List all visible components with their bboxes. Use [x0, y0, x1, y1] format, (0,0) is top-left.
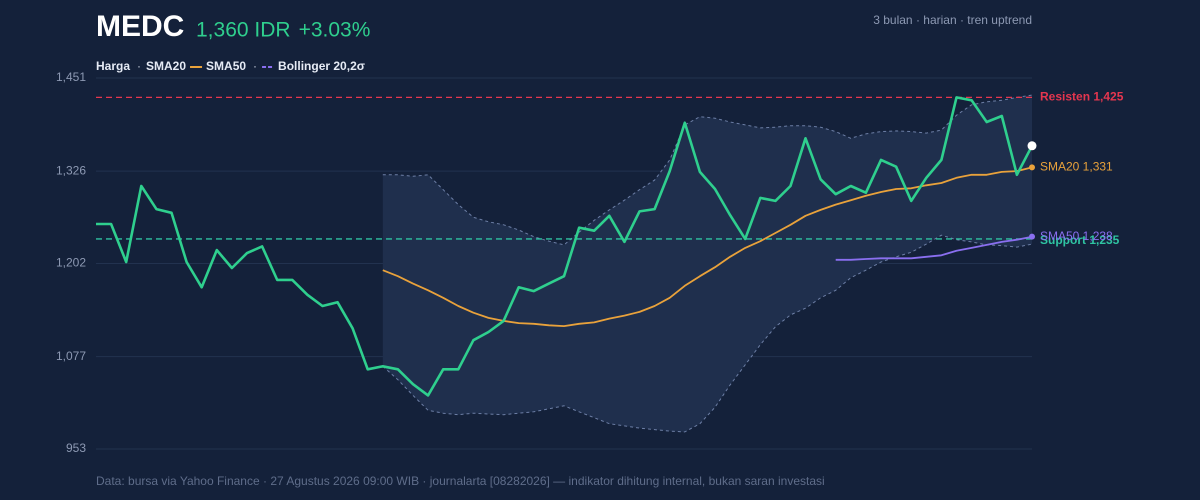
series-label: SMA20 1,331 — [1040, 160, 1113, 174]
level-label: Support 1,235 — [1040, 233, 1120, 247]
series-line — [96, 96, 1034, 397]
legend-label: SMA20 — [146, 59, 186, 73]
ticker: MEDC — [96, 10, 184, 43]
end-dot — [1029, 233, 1035, 240]
legend-label: SMA50 — [206, 59, 246, 73]
series-line — [835, 235, 1033, 261]
end-dot — [1029, 164, 1035, 171]
bollinger-upper — [382, 94, 1033, 246]
footer: Data: bursa via Yahoo Finance · 27 Agust… — [96, 474, 825, 488]
bollinger-lower — [382, 234, 1033, 433]
y-tick-label: 953 — [66, 441, 86, 455]
bollinger-fill — [382, 95, 1032, 432]
legend-separator: · — [137, 59, 141, 73]
legend-separator: · — [253, 59, 257, 73]
series-label: SMA50 1,238 — [1040, 229, 1113, 243]
subtitle: 3 bulan · harian · tren uptrend — [873, 13, 1032, 27]
series-line — [382, 166, 1033, 327]
y-tick-label: 1,326 — [56, 163, 86, 177]
y-tick-label: 1,077 — [56, 349, 86, 363]
last-price-dot — [1027, 141, 1037, 151]
legend-label: Harga — [96, 59, 130, 73]
y-tick-label: 1,202 — [56, 256, 86, 270]
price: 1,360 IDR — [196, 19, 291, 42]
change: +3.03% — [299, 19, 371, 42]
y-tick-label: 1,451 — [56, 70, 86, 84]
level-label: Resisten 1,425 — [1040, 90, 1124, 104]
legend-label: Bollinger 20,2σ — [278, 59, 365, 73]
